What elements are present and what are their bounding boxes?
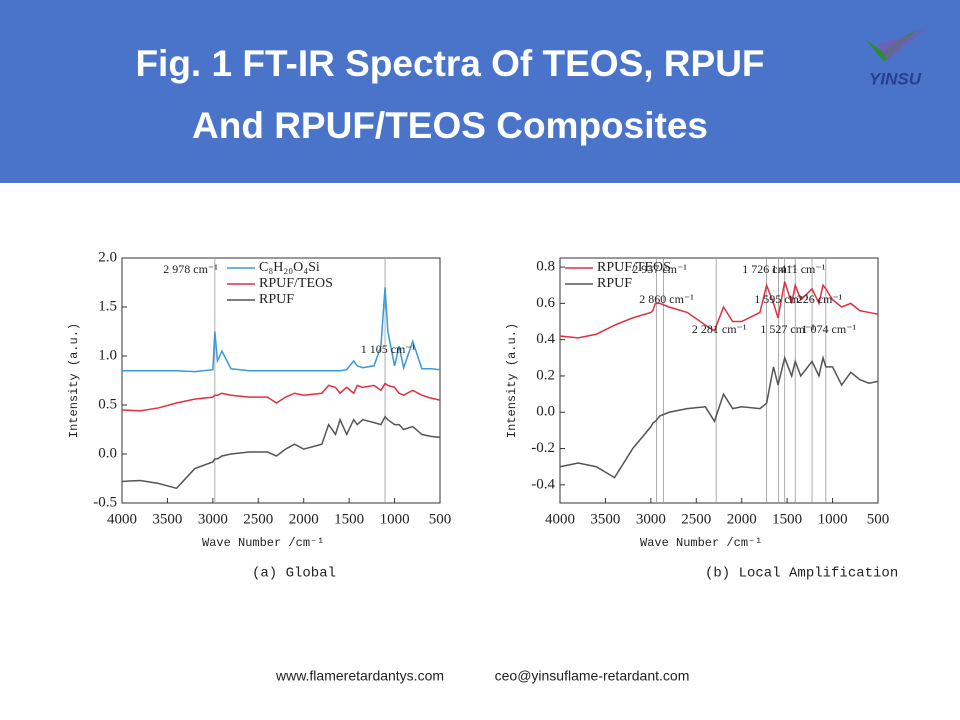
legend-label: RPUF (259, 292, 294, 307)
annotation: 1 726 cm⁻¹ (742, 262, 797, 276)
x-tick-label: 500 (867, 511, 890, 527)
x-tick-label: 2000 (289, 511, 319, 527)
legend-label: RPUF/TEOS (597, 260, 671, 275)
y-tick-label: 0.5 (98, 396, 117, 412)
x-tick-label: 4000 (107, 511, 137, 527)
logo-text: YINSU (869, 69, 922, 88)
y-tick-label: 2.0 (98, 249, 117, 265)
x-tick-label: 4000 (545, 511, 575, 527)
title-line-1: Fig. 1 FT-IR Spectra Of TEOS, RPUF (135, 43, 764, 84)
y-tick-label: 0.0 (536, 404, 555, 420)
annotation: 2 978 cm⁻¹ (163, 262, 218, 276)
y-tick-label: -0.2 (531, 440, 555, 456)
spectrum-line (559, 281, 879, 339)
y-axis-label: Intensity (a.u.) (67, 323, 81, 438)
y-tick-label: 1.0 (98, 347, 117, 363)
x-tick-label: 1000 (380, 511, 410, 527)
spectrum-line (121, 382, 441, 412)
y-axis-label: Intensity (a.u.) (505, 323, 519, 438)
x-tick-label: 2500 (681, 511, 711, 527)
x-tick-label: 3000 (636, 511, 666, 527)
legend-label: RPUF/TEOS (259, 276, 333, 291)
y-tick-label: -0.5 (93, 494, 117, 510)
y-tick-label: 0.4 (536, 331, 555, 347)
x-tick-label: 3000 (198, 511, 228, 527)
annotation: 1 411 cm⁻¹ (771, 262, 826, 276)
x-tick-label: 2000 (727, 511, 757, 527)
y-tick-label: 1.5 (98, 298, 117, 314)
legend-label: RPUF (597, 276, 632, 291)
x-tick-label: 3500 (152, 511, 182, 527)
y-tick-label: -0.4 (531, 476, 555, 492)
legend-label: C₈H₂₀O₄Si (259, 260, 320, 275)
annotation: 1 226 cm⁻¹ (788, 292, 843, 306)
x-tick-label: 500 (429, 511, 452, 527)
footer-website: www.flameretardantys.com (275, 668, 444, 684)
annotation: 2 937 cm⁻¹ (632, 262, 687, 276)
logo-mark (876, 28, 926, 60)
annotation: 2 281 cm⁻¹ (692, 322, 747, 336)
x-tick-label: 1500 (772, 511, 802, 527)
annotation: 2 860 cm⁻¹ (639, 292, 694, 306)
logo: YINSU (866, 28, 926, 88)
caption: (a) Global (252, 566, 336, 582)
x-axis-label: Wave Number /cm⁻¹ (640, 536, 762, 550)
y-tick-label: 0.0 (98, 445, 117, 461)
y-tick-label: 0.2 (536, 367, 555, 383)
spectrum-line (122, 287, 441, 373)
y-tick-label: 0.6 (536, 295, 555, 311)
title-line-2: And RPUF/TEOS Composites (192, 105, 708, 146)
annotation: 1 074 cm⁻¹ (802, 322, 857, 336)
x-axis-label: Wave Number /cm⁻¹ (202, 536, 324, 550)
x-tick-label: 1000 (818, 511, 848, 527)
annotation: 1 527 cm⁻¹ (760, 322, 815, 336)
x-tick-label: 3500 (590, 511, 620, 527)
spectrum-line (559, 354, 879, 479)
spectrum-line (121, 415, 441, 490)
plot-frame (121, 257, 441, 504)
x-tick-label: 2500 (243, 511, 273, 527)
y-tick-label: 0.8 (536, 259, 555, 275)
header-band (0, 0, 960, 183)
footer-email: ceo@yinsuflame-retardant.com (495, 668, 690, 684)
plot-frame (559, 257, 879, 504)
annotation: 1 105 cm⁻¹ (361, 342, 416, 356)
x-tick-label: 1500 (334, 511, 364, 527)
caption: (b) Local Amplification (705, 566, 898, 582)
annotation: 1 595 cm⁻¹ (754, 292, 809, 306)
